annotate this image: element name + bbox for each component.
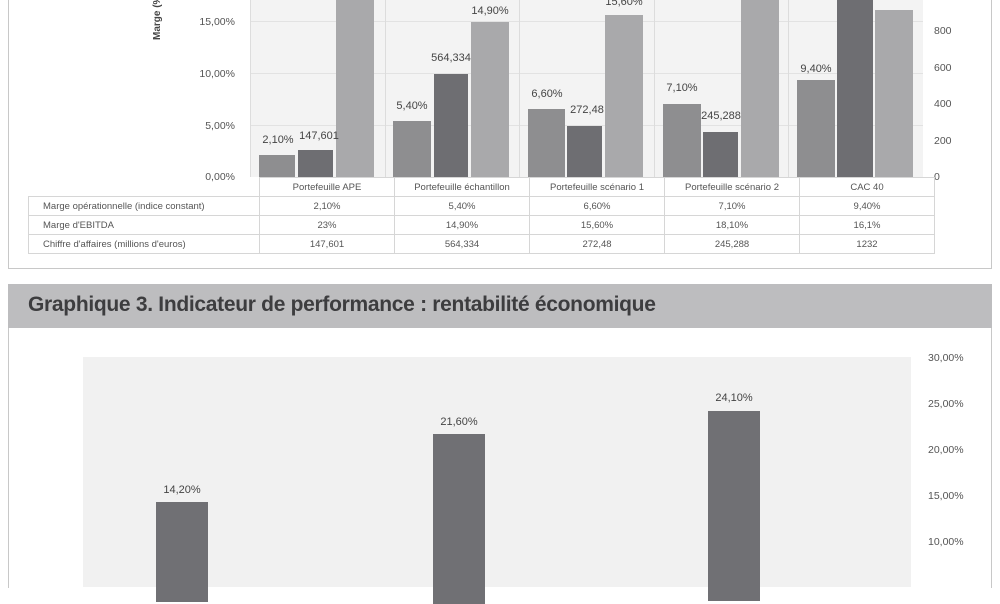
table-cell: 23%: [259, 215, 395, 235]
table-cell: 5,40%: [394, 196, 530, 216]
value-label: 24,10%: [715, 392, 753, 404]
bar-ebitda-cac40: [875, 10, 913, 177]
value-label: 7,10%: [666, 82, 698, 94]
table-cell: 16,1%: [799, 215, 935, 235]
chart1-left-tick: 5,00%: [205, 120, 235, 132]
chart2-title-bar: Graphique 3. Indicateur de performance :…: [8, 284, 992, 328]
chart2-right-tick: 30,00%: [928, 352, 964, 364]
bar-ca-cac40: [837, 0, 873, 177]
table-cell: 1232: [799, 234, 935, 254]
category-label: Portefeuille scénario 1: [529, 177, 665, 197]
table-cell: 6,60%: [529, 196, 665, 216]
table-row: Marge opérationnelle (indice constant) 2…: [28, 196, 935, 216]
bar-ebitda-echantillon: [471, 22, 509, 177]
row-label: Chiffre d'affaires (millions d'euros): [28, 234, 260, 254]
chart1-left-tick: 15,00%: [199, 16, 235, 28]
table-cell: 14,90%: [394, 215, 530, 235]
value-label: 245,288: [701, 110, 741, 122]
value-label: 9,40%: [800, 63, 832, 75]
row-label: Marge d'EBITDA: [28, 215, 260, 235]
value-label: 564,334: [431, 52, 471, 64]
value-label: 14,90%: [471, 5, 509, 17]
bar-ebitda-scenario2: [741, 0, 779, 177]
chart2-right-tick: 15,00%: [928, 490, 964, 502]
bar-ebitda-ape: [336, 0, 374, 177]
category-label: Portefeuille scénario 2: [664, 177, 800, 197]
table-cell: 7,10%: [664, 196, 800, 216]
bar-ca-scenario1: [567, 126, 602, 177]
bar-marge-op-echantillon: [393, 121, 431, 177]
value-label: 21,60%: [440, 416, 478, 428]
table-cell: 2,10%: [259, 196, 395, 216]
bar-rentabilite-3: [708, 411, 760, 601]
value-label: 272,48: [570, 104, 604, 116]
bar-marge-op-cac40: [797, 80, 835, 177]
bar-ebitda-scenario1: [605, 15, 643, 177]
chart2-right-tick: 10,00%: [928, 536, 964, 548]
chart2-plot-area: 14,20% 21,60% 24,10%: [83, 357, 911, 604]
bar-rentabilite-1: [156, 502, 208, 602]
chart1-right-tick: 200: [934, 135, 952, 147]
table-row: Marge d'EBITDA 23% 14,90% 15,60% 18,10% …: [28, 215, 935, 235]
bar-marge-op-scenario1: [528, 109, 565, 177]
bar-marge-op-scenario2: [663, 104, 701, 177]
bar-marge-op-ape: [259, 155, 295, 177]
category-label: Portefeuille échantillon: [394, 177, 530, 197]
value-label: 147,601: [299, 130, 339, 142]
bar-ca-ape: [298, 150, 333, 177]
table-row: Chiffre d'affaires (millions d'euros) 14…: [28, 234, 935, 254]
chart2-right-tick: 25,00%: [928, 398, 964, 410]
table-cell: 272,48: [529, 234, 665, 254]
category-label: Portefeuille APE: [259, 177, 395, 197]
chart1-right-tick: 0: [934, 171, 940, 183]
row-label: Marge opérationnelle (indice constant): [28, 196, 260, 216]
value-label: 14,20%: [163, 484, 201, 496]
value-label: 15,60%: [605, 0, 643, 8]
chart2-title: Graphique 3. Indicateur de performance :…: [28, 293, 656, 316]
value-label: 2,10%: [262, 134, 294, 146]
chart1-right-tick: 400: [934, 98, 952, 110]
chart2-right-tick: 20,00%: [928, 444, 964, 456]
value-label: 5,40%: [396, 100, 428, 112]
bar-ca-echantillon: [434, 74, 468, 177]
chart1-plot-area: 2,10% 147,601 5,40% 564,334 14,90% 6,60%…: [250, 0, 923, 177]
bar-ca-scenario2: [703, 132, 738, 177]
chart1-left-tick: 10,00%: [199, 68, 235, 80]
table-cell: 564,334: [394, 234, 530, 254]
chart1-data-table: Portefeuille APE Portefeuille échantillo…: [28, 177, 935, 254]
chart1-right-tick: 800: [934, 25, 952, 37]
bar-rentabilite-2: [433, 434, 485, 604]
chart1-y-axis-label: Marge (%): [152, 0, 163, 40]
table-cell: 9,40%: [799, 196, 935, 216]
category-label: CAC 40: [799, 177, 935, 197]
table-cell: 18,10%: [664, 215, 800, 235]
table-cell: 147,601: [259, 234, 395, 254]
table-cell: 245,288: [664, 234, 800, 254]
chart1-right-tick: 600: [934, 62, 952, 74]
table-cell: 15,60%: [529, 215, 665, 235]
value-label: 6,60%: [531, 88, 563, 100]
